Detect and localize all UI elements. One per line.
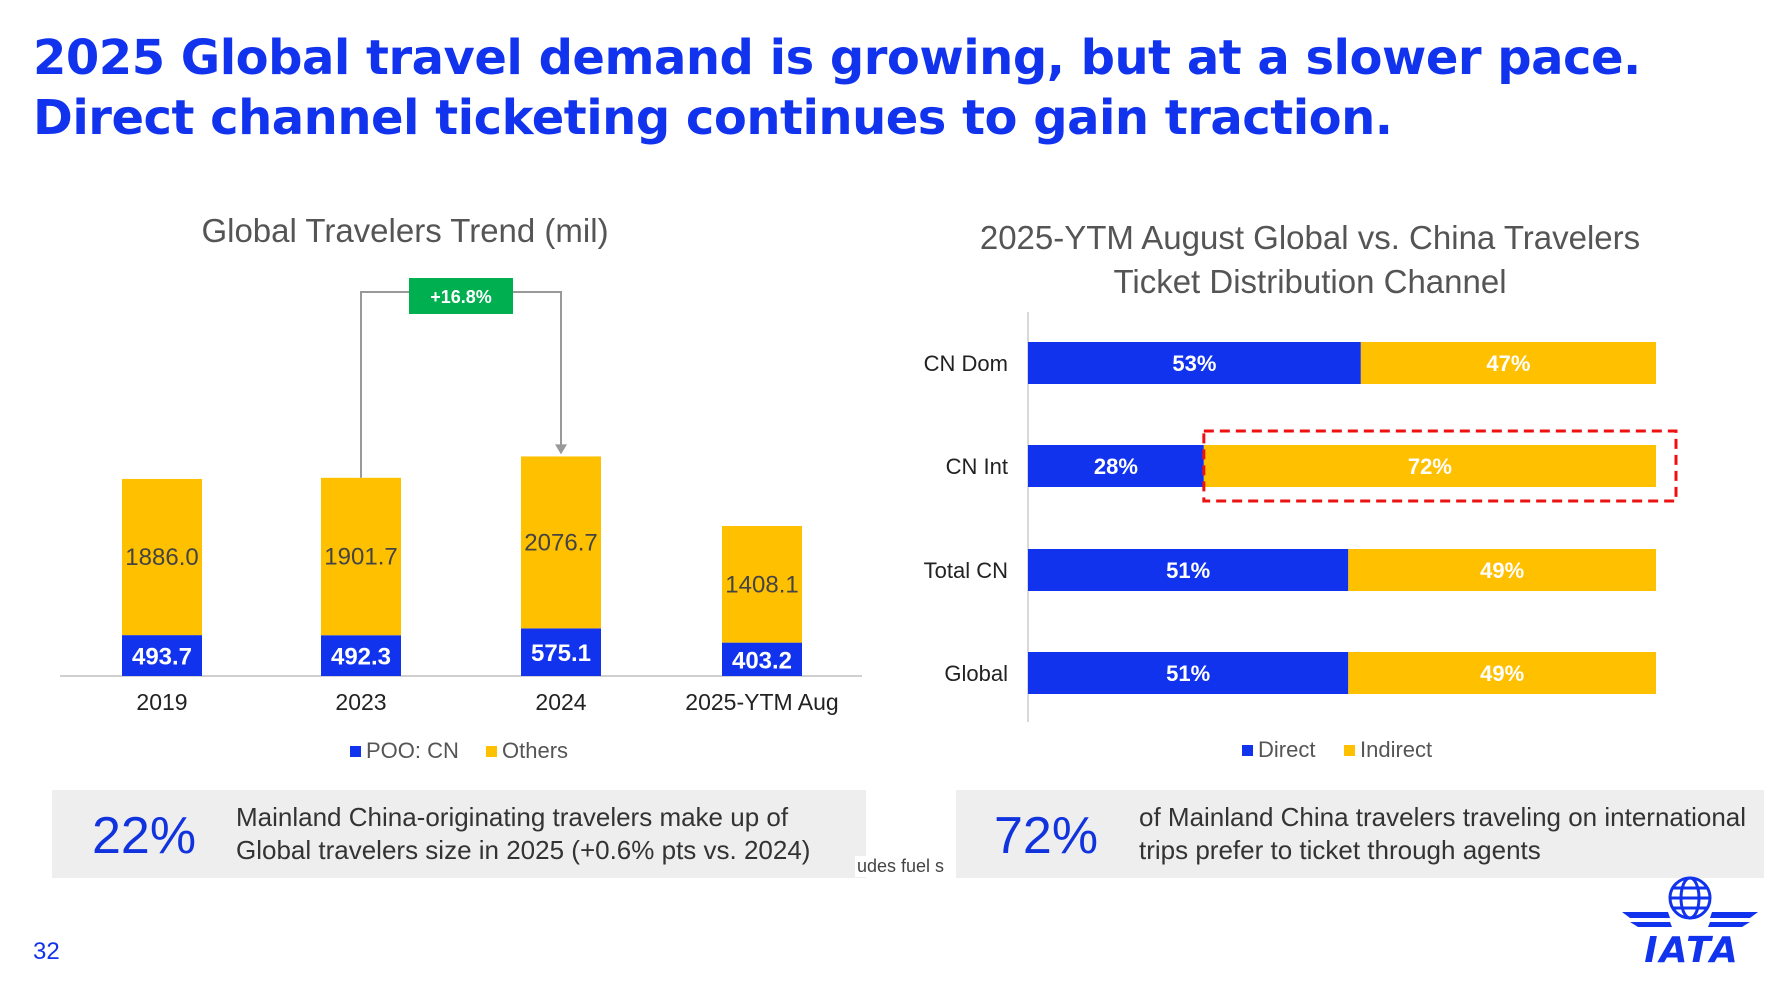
- right-chart-title: 2025-YTM August Global vs. China Travele…: [979, 219, 1641, 300]
- kpi-description: Mainland China-originating travelers mak…: [236, 802, 811, 865]
- y-tick-label: CN Int: [946, 454, 1008, 479]
- x-tick-label: 2023: [335, 689, 386, 715]
- data-label-poo-cn: 493.7: [132, 644, 192, 671]
- y-tick-label: Total CN: [924, 558, 1008, 583]
- footnote-fragment: udes fuel s: [855, 856, 947, 877]
- data-label-indirect: 49%: [1480, 661, 1524, 686]
- legend-label-0: Direct: [1258, 737, 1315, 762]
- legend-label-1: Others: [502, 738, 568, 763]
- growth-arrowhead: [555, 444, 567, 455]
- y-tick-label: CN Dom: [924, 351, 1008, 376]
- iata-logo: IATA: [1622, 876, 1758, 971]
- legend-swatch-1: [1344, 745, 1355, 756]
- x-tick-label: 2025-YTM Aug: [685, 689, 838, 715]
- legend-label-0: POO: CN: [366, 738, 459, 763]
- data-label-indirect: 49%: [1480, 558, 1524, 583]
- growth-badge-label: +16.8%: [430, 287, 492, 307]
- bar-others-2019: [122, 478, 202, 636]
- data-label-direct: 53%: [1172, 351, 1216, 376]
- bar-indirect-CN Dom: [1360, 342, 1656, 384]
- highlight-box: [1202, 429, 1678, 503]
- bar-direct-CN Dom: [1028, 342, 1361, 384]
- legend-swatch-0: [1242, 745, 1253, 756]
- data-label-poo-cn: 492.3: [331, 644, 391, 671]
- bar-poo-cn-2023: [321, 635, 401, 676]
- slide-headline: 2025 Global travel demand is growing, bu…: [33, 30, 1641, 146]
- wings-icon: [1622, 912, 1758, 927]
- legend-label-1: Indirect: [1360, 737, 1432, 762]
- data-label-direct: 28%: [1094, 454, 1138, 479]
- bar-others-2023: [321, 477, 401, 636]
- data-label-indirect: 72%: [1408, 454, 1452, 479]
- global-travelers-chart: 493.7 1886.0 2019 492.3 1901.7 2023 575.1 2076.…: [60, 278, 862, 763]
- left-chart-title: Global Travelers Trend (mil): [201, 212, 609, 249]
- kpi-card-cn-share: 22% Mainland China-originating travelers…: [52, 790, 866, 878]
- kpi-value: 72%: [994, 807, 1099, 865]
- data-label-others: 1901.7: [324, 544, 397, 571]
- data-label-others: 1886.0: [125, 544, 198, 571]
- data-label-direct: 51%: [1166, 558, 1210, 583]
- globe-icon: [1668, 876, 1712, 920]
- bar-indirect-Total CN: [1348, 549, 1656, 591]
- kpi-value: 22%: [92, 807, 197, 865]
- x-tick-label: 2024: [535, 689, 586, 715]
- bar-poo-cn-2024: [521, 628, 601, 676]
- bar-direct-Total CN: [1028, 549, 1349, 591]
- bar-others-2025-YTM Aug: [722, 526, 802, 643]
- page-number: 32: [33, 938, 60, 965]
- bar-indirect-Global: [1348, 652, 1656, 694]
- y-tick-label: Global: [944, 661, 1008, 686]
- legend-swatch-1: [486, 746, 497, 757]
- distribution-channel-chart: 53% 47% CN Dom 28% 72% CN Int 51% 49% Total CN 51…: [924, 312, 1678, 762]
- data-label-indirect: 47%: [1486, 351, 1530, 376]
- bar-indirect-CN Int: [1203, 445, 1656, 487]
- bar-poo-cn-2025-YTM Aug: [722, 642, 802, 676]
- data-label-poo-cn: 403.2: [732, 647, 792, 674]
- x-tick-label: 2019: [136, 689, 187, 715]
- kpi-card-agent-share: 72% of Mainland China travelers travelin…: [956, 790, 1764, 878]
- bar-others-2024: [521, 456, 601, 629]
- data-label-poo-cn: 575.1: [531, 640, 591, 667]
- data-label-others: 2076.7: [524, 529, 597, 556]
- bar-direct-Global: [1028, 652, 1349, 694]
- legend-swatch-0: [350, 746, 361, 757]
- data-label-direct: 51%: [1166, 661, 1210, 686]
- iata-logo-text: IATA: [1644, 930, 1739, 971]
- growth-badge: [409, 278, 513, 314]
- bar-poo-cn-2019: [122, 635, 202, 676]
- data-label-others: 1408.1: [725, 571, 798, 598]
- bar-direct-CN Int: [1028, 445, 1204, 487]
- kpi-description: of Mainland China travelers traveling on…: [1139, 802, 1747, 865]
